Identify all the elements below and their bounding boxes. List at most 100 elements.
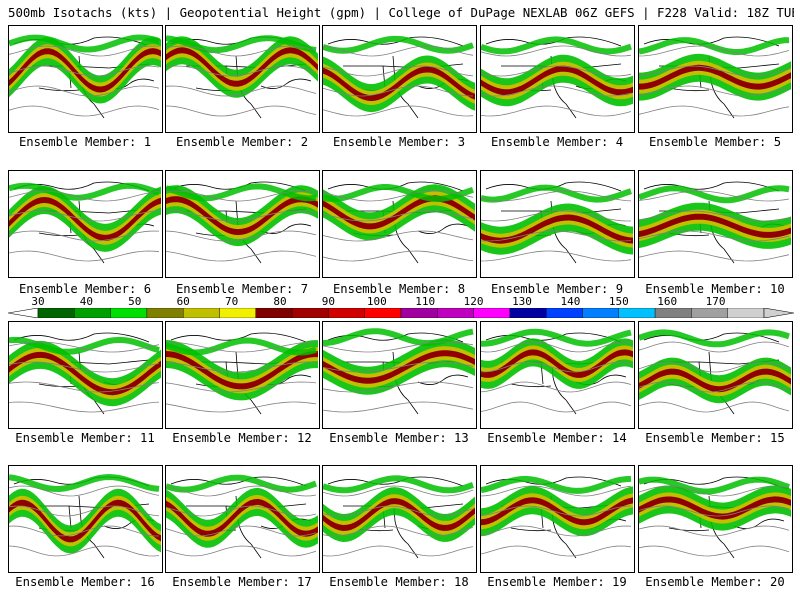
isotach-secondary-branch xyxy=(323,328,474,347)
ensemble-map-panel xyxy=(165,170,320,278)
ensemble-map-panel xyxy=(480,170,635,278)
height-contour xyxy=(9,85,160,97)
colorbar-segment xyxy=(582,308,619,318)
colorbar-segment xyxy=(146,308,184,318)
colorbar-tick-label: 30 xyxy=(31,295,45,308)
height-contour xyxy=(9,505,160,517)
ensemble-map-panel xyxy=(8,170,163,278)
ensemble-member-caption: Ensemble Member: 17 xyxy=(172,575,312,589)
colorbar-tick-label: 70 xyxy=(224,295,239,308)
isotach-secondary-branch xyxy=(481,36,632,55)
isotach-moderate-band xyxy=(9,347,161,400)
ensemble-map-panel xyxy=(165,321,320,429)
ensemble-member-caption: Ensemble Member: 2 xyxy=(175,135,309,149)
ensemble-map-panel xyxy=(322,321,477,429)
isotach-secondary-branch xyxy=(9,473,160,493)
ensemble-member-caption: Ensemble Member: 5 xyxy=(648,135,782,149)
height-contour xyxy=(166,381,317,393)
jet-core xyxy=(639,368,791,393)
height-contour xyxy=(323,361,474,373)
ensemble-member-caption: Ensemble Member: 7 xyxy=(175,282,309,296)
height-contour xyxy=(481,361,632,373)
isotach-secondary-branch xyxy=(639,476,790,495)
height-contour xyxy=(481,85,632,97)
colorbar-tick-label: 130 xyxy=(512,295,532,308)
height-contour xyxy=(9,341,160,353)
height-contour xyxy=(481,505,632,517)
jet-stream-map xyxy=(9,473,161,559)
isotach-secondary-branch xyxy=(166,183,317,202)
jet-stream-map xyxy=(9,181,161,264)
ensemble-member-caption: Ensemble Member: 15 xyxy=(645,431,785,445)
jet-stream-map xyxy=(481,181,633,264)
colorbar-segment xyxy=(727,308,765,318)
jet-core xyxy=(639,496,791,520)
ensemble-member-caption: Ensemble Member: 12 xyxy=(172,431,312,445)
map-title: 500mb Isotachs (kts) | Geopotential Heig… xyxy=(8,5,794,20)
height-contour xyxy=(166,361,317,373)
height-contour xyxy=(9,381,160,393)
colorbar-segment xyxy=(182,308,220,318)
colorbar-segment xyxy=(328,308,365,318)
colorbar-tick-label: 150 xyxy=(608,295,629,308)
jet-core xyxy=(323,66,475,102)
height-contour xyxy=(166,45,317,57)
colorbar-tick-label: 90 xyxy=(321,295,336,308)
ensemble-member-caption: Ensemble Member: 3 xyxy=(332,135,466,149)
ensemble-map-panel xyxy=(8,321,163,429)
colorbar-segment xyxy=(291,308,329,318)
colorbar-segment xyxy=(74,308,111,318)
jet-stream-map xyxy=(166,332,318,415)
colorbar-segment xyxy=(618,308,656,318)
colorbar-tick-label: 120 xyxy=(463,295,484,308)
colorbar-tick-label: 100 xyxy=(366,295,387,308)
height-contour xyxy=(323,545,474,557)
isotach-moderate-band xyxy=(166,494,318,541)
ensemble-member-caption: Ensemble Member: 1 xyxy=(18,135,152,149)
isotach-moderate-band xyxy=(9,495,161,547)
ensemble-member-caption: Ensemble Member: 6 xyxy=(18,282,152,296)
height-contour xyxy=(166,485,317,497)
height-contour xyxy=(166,341,317,353)
jet-stream-map xyxy=(481,328,633,415)
ensemble-member-caption: Ensemble Member: 18 xyxy=(329,575,469,589)
jet-core xyxy=(323,498,475,531)
isotach-weak-band xyxy=(166,340,318,401)
height-contour xyxy=(323,341,474,353)
colorbar-segment xyxy=(437,308,474,318)
ensemble-member-caption: Ensemble Member: 20 xyxy=(645,575,785,589)
colorbar-tick-label: 140 xyxy=(560,295,581,308)
height-contour xyxy=(166,210,317,222)
colorbar-segment xyxy=(255,308,293,318)
height-contour xyxy=(9,485,160,497)
isotach-moderate-band xyxy=(166,192,318,240)
height-contour xyxy=(166,85,317,97)
jet-stream-map xyxy=(639,476,791,559)
ensemble-map-panel xyxy=(165,465,320,573)
height-contour xyxy=(481,401,632,413)
height-contour xyxy=(9,230,160,242)
ensemble-map-panel xyxy=(638,465,793,573)
jet-core xyxy=(481,349,633,378)
ensemble-member-caption: Ensemble Member: 10 xyxy=(645,282,785,296)
height-contour xyxy=(639,210,790,222)
height-contour xyxy=(481,65,632,77)
isotach-colorbar: 30 40 50 60 70 80 90 100 110 120 130 140 150 160 170 xyxy=(8,296,794,320)
height-contour xyxy=(639,485,790,497)
height-contour xyxy=(481,525,632,537)
jet-core xyxy=(166,498,318,537)
height-contour xyxy=(481,190,632,202)
colorbar-tick-label: 40 xyxy=(79,295,94,308)
height-contour xyxy=(166,190,317,202)
jet-stream-map xyxy=(481,475,633,559)
colorbar-labels: 30 40 50 60 70 80 90 100 110 120 130 140 150 160 170 xyxy=(8,296,794,308)
height-contour xyxy=(323,401,474,413)
isotach-secondary-branch xyxy=(323,35,474,54)
isotach-secondary-branch xyxy=(166,474,318,493)
height-contour xyxy=(166,401,317,413)
colorbar-scale xyxy=(8,308,794,318)
height-contour xyxy=(481,485,632,497)
ensemble-member-caption: Ensemble Member: 19 xyxy=(487,575,627,589)
jet-stream-map xyxy=(481,36,633,119)
